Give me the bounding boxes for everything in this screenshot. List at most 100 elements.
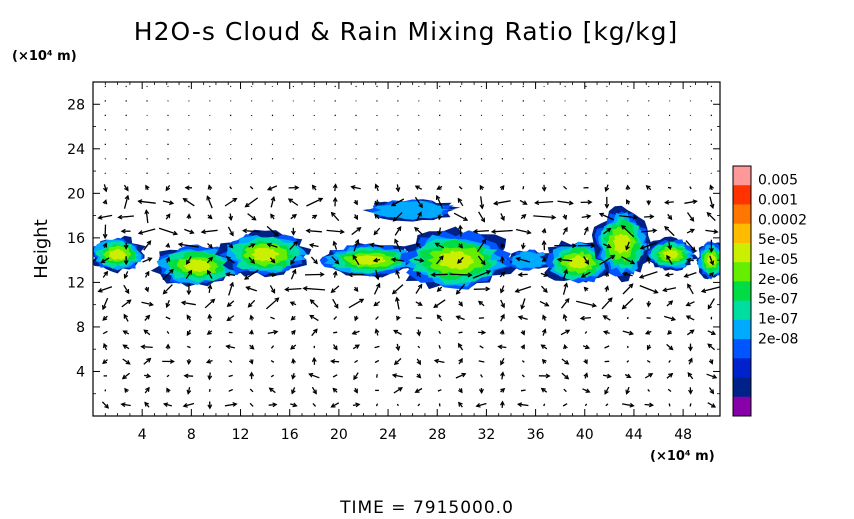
- wind-vector-head: [144, 401, 149, 407]
- wind-vector: [396, 403, 399, 407]
- wind-vector-head: [689, 329, 695, 335]
- wind-vector: [270, 197, 275, 208]
- colorbar-label: 0.001: [758, 192, 798, 208]
- wind-vector-head: [312, 214, 318, 220]
- wind-vector: [104, 158, 107, 160]
- wind-vector: [204, 298, 215, 309]
- wind-vector-head: [225, 272, 231, 277]
- wind-vector-head: [417, 211, 422, 217]
- wind-vector: [311, 328, 318, 337]
- wind-vector: [472, 270, 491, 279]
- wind-vector: [165, 316, 171, 320]
- wind-vector: [563, 388, 567, 393]
- wind-vector-head: [706, 211, 712, 217]
- colorbar-label: 1e-05: [758, 252, 798, 268]
- wind-vector-head: [225, 344, 231, 350]
- wind-vector-head: [541, 358, 547, 364]
- wind-vector: [480, 374, 483, 378]
- wind-vector: [709, 255, 714, 265]
- wind-vector-head: [414, 388, 420, 393]
- wind-vector: [583, 256, 589, 265]
- wind-vector: [331, 256, 339, 265]
- wind-vector-head: [351, 330, 357, 335]
- wind-vector: [453, 212, 468, 221]
- wind-vector-head: [477, 300, 484, 306]
- wind-vector-head: [225, 256, 231, 261]
- wind-vector: [122, 358, 131, 365]
- wind-vector-head: [688, 357, 693, 363]
- wind-vector-head: [102, 233, 108, 240]
- wind-vector-head: [369, 242, 375, 248]
- wind-vector-head: [102, 359, 108, 365]
- wind-vector: [227, 315, 235, 321]
- wind-vector: [209, 143, 211, 146]
- wind-vector: [599, 255, 615, 266]
- wind-vector-head: [629, 402, 635, 408]
- wind-vector: [247, 213, 256, 221]
- wind-vector-head: [541, 227, 547, 234]
- wind-vector: [584, 331, 588, 334]
- wind-vector: [188, 158, 190, 160]
- wind-vector-head: [294, 185, 300, 191]
- wind-vector-head: [125, 360, 131, 365]
- wind-vector-head: [354, 344, 360, 349]
- wind-vector: [185, 270, 193, 279]
- wind-vector: [562, 269, 568, 280]
- wind-vector: [606, 114, 608, 117]
- wind-vector: [332, 298, 339, 309]
- wind-vector-head: [499, 185, 505, 190]
- y-tick-label: 16: [67, 231, 85, 247]
- wind-vector-head: [120, 228, 126, 234]
- wind-vector-head: [330, 288, 336, 294]
- wind-vector-head: [430, 272, 436, 278]
- wind-vector-head: [457, 197, 463, 203]
- wind-vector: [101, 401, 109, 409]
- wind-vector: [326, 229, 344, 233]
- wind-vector-head: [390, 257, 396, 263]
- colorbar-swatch: [733, 281, 751, 302]
- wind-vector-head: [273, 232, 279, 237]
- wind-vector-head: [391, 289, 397, 295]
- wind-vector: [229, 85, 232, 88]
- wind-vector-head: [683, 273, 689, 278]
- wind-vector-head: [499, 255, 505, 262]
- wind-vector: [125, 129, 127, 131]
- wind-vector: [627, 100, 629, 102]
- wind-vector: [438, 85, 441, 88]
- wind-vector-head: [319, 271, 325, 277]
- wind-vector-head: [206, 330, 212, 335]
- wind-vector-head: [103, 270, 109, 276]
- wind-vector: [478, 360, 485, 363]
- wind-vector-head: [606, 373, 612, 379]
- wind-vector-head: [353, 287, 359, 292]
- wind-vector-head: [708, 247, 714, 253]
- wind-vector: [351, 186, 361, 190]
- wind-vector-head: [563, 226, 568, 232]
- wind-vector: [459, 129, 462, 131]
- wind-vector-head: [242, 228, 248, 234]
- wind-vector: [164, 403, 172, 407]
- wind-vector-head: [180, 300, 186, 306]
- wind-vector-head: [206, 269, 212, 275]
- wind-vector: [581, 271, 591, 278]
- wind-vector-head: [687, 371, 693, 378]
- wind-vector: [438, 374, 441, 378]
- time-label: TIME = 7915000.0: [339, 498, 514, 518]
- wind-vector: [229, 186, 233, 190]
- wind-vector: [457, 256, 464, 264]
- wind-vector-head: [313, 259, 318, 265]
- wind-vector: [209, 158, 211, 160]
- wind-vector-head: [187, 269, 193, 275]
- wind-vector: [666, 255, 673, 265]
- wind-vector-head: [347, 272, 353, 278]
- wind-vector: [557, 200, 573, 205]
- wind-vector-head: [457, 258, 462, 264]
- wind-vector-head: [542, 314, 547, 320]
- wind-vector-head: [707, 343, 713, 349]
- wind-vector-head: [332, 270, 338, 276]
- x-tick-label: 20: [330, 427, 348, 443]
- wind-vector: [226, 256, 235, 264]
- wind-vector: [418, 114, 420, 117]
- y-axis-label: Height: [31, 219, 52, 279]
- wind-vector: [543, 143, 545, 146]
